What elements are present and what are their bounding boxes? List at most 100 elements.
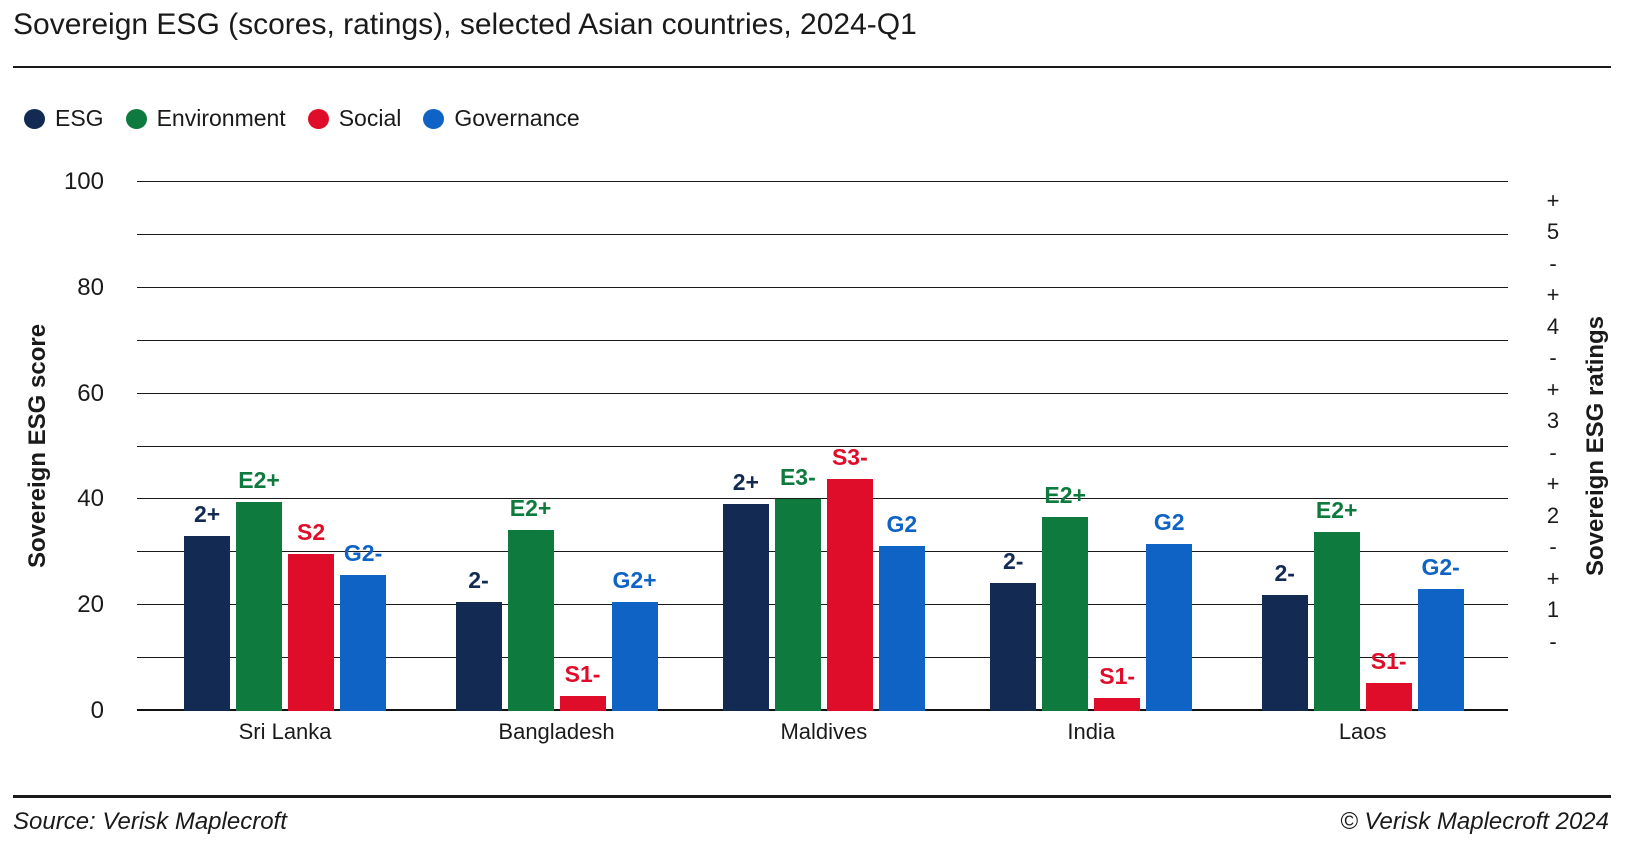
rating-label-environment-bangladesh: E2+ (509, 495, 552, 522)
gridline (137, 498, 1508, 500)
rating-label-social-laos: S1- (1370, 647, 1407, 674)
rating-label-social-sri-lanka: S2 (296, 519, 326, 546)
legend-item-environment: Environment (125, 105, 286, 132)
title-divider-line (13, 66, 1611, 68)
rating-axis-tick: + (1546, 471, 1560, 497)
gridline (137, 339, 1508, 341)
bar-group-bangladesh: 2- E2+ S1- G2+ (455, 182, 658, 711)
rating-axis-tick: + (1546, 565, 1560, 591)
y-tick-100: 100 (63, 168, 104, 195)
bar-social-maldives (826, 478, 873, 711)
rating-axis-tick: 4 (1546, 313, 1560, 339)
bar-environment-india (1042, 516, 1089, 711)
bar-group-india: 2- E2+ S1- G2 (990, 182, 1193, 711)
rating-axis-tick: + (1546, 187, 1560, 213)
bar-governance-sri-lanka (340, 575, 387, 711)
bar-group-maldives: 2+ E3- S3- G2 (722, 182, 925, 711)
category-label-india: India (1067, 719, 1116, 744)
bar-esg-maldives (722, 503, 769, 711)
legend-dot-esg (24, 108, 45, 129)
gridline (137, 233, 1508, 235)
rating-axis-tick: 1 (1546, 597, 1560, 623)
y-tick-20: 20 (77, 591, 104, 619)
gridline (137, 181, 1508, 182)
rating-axis-tick: - (1549, 534, 1557, 560)
bar-esg-laos (1261, 594, 1308, 711)
rating-label-governance-laos: G2- (1421, 553, 1460, 580)
y-tick-40: 40 (77, 485, 104, 513)
rating-axis-tick: + (1546, 376, 1560, 402)
gridline (137, 445, 1508, 447)
legend-item-esg: ESG (24, 105, 104, 132)
bar-governance-india (1146, 543, 1193, 711)
bar-esg-sri-lanka (184, 536, 231, 711)
legend-label-esg: ESG (55, 105, 104, 131)
legend-label-social: Social (338, 105, 402, 131)
bar-social-laos (1365, 682, 1412, 711)
rating-axis-tick: + (1546, 282, 1560, 308)
right-axis-tick-labels: +5 - +4 - +3 - +2 - +1 - (1522, 182, 1584, 711)
rating-label-esg-bangladesh: 2- (468, 567, 489, 594)
rating-label-social-india: S1- (1099, 662, 1136, 689)
legend-item-social: Social (307, 105, 402, 132)
bar-governance-laos (1417, 588, 1464, 711)
rating-label-governance-india: G2 (1153, 508, 1185, 535)
legend: ESG Environment Social Governance (24, 105, 580, 132)
category-label-bangladesh: Bangladesh (498, 719, 615, 744)
bar-group-sri-lanka: 2+ E2+ S2 G2- (184, 182, 387, 711)
bar-environment-laos (1313, 531, 1360, 711)
rating-label-social-bangladesh: S1- (564, 660, 601, 687)
gridline (137, 392, 1508, 394)
rating-axis-tick: 5 (1546, 219, 1560, 245)
plot-area: 2+ E2+ S2 G2- 2- E2+ S1- G2+ 2+ E3- S3- G2 2- E2+ S1- G… (137, 181, 1508, 711)
legend-dot-environment (125, 108, 147, 129)
copyright-attribution: © Verisk Maplecroft 2024 (1340, 808, 1609, 835)
bar-governance-maldives (878, 546, 925, 711)
y-tick-80: 80 (77, 273, 104, 301)
rating-label-environment-sri-lanka: E2+ (238, 467, 280, 494)
rating-label-governance-bangladesh: G2+ (612, 567, 657, 594)
legend-dot-social (307, 108, 329, 129)
rating-label-governance-sri-lanka: G2- (343, 540, 383, 567)
bar-social-india (1094, 697, 1141, 711)
bar-esg-bangladesh (455, 602, 502, 711)
rating-label-environment-laos: E2+ (1315, 496, 1358, 523)
chart-title: Sovereign ESG (scores, ratings), selecte… (13, 8, 917, 41)
legend-label-environment: Environment (156, 105, 286, 131)
rating-label-esg-maldives: 2+ (732, 468, 759, 495)
bar-environment-maldives (774, 499, 821, 711)
bar-esg-india (990, 582, 1037, 711)
gridline (137, 657, 1508, 659)
legend-item-governance: Governance (423, 105, 580, 132)
bar-environment-sri-lanka (236, 502, 283, 711)
bar-environment-bangladesh (507, 530, 554, 711)
source-attribution: Source: Verisk Maplecroft (13, 808, 287, 835)
bar-group-laos: 2- E2+ S1- G2- (1261, 182, 1464, 711)
gridline (137, 286, 1508, 288)
right-axis-title: Sovereign ESG ratings (1582, 315, 1609, 577)
rating-label-environment-maldives: E3- (779, 464, 816, 491)
bar-governance-bangladesh (611, 602, 658, 711)
rating-axis-tick: 2 (1546, 502, 1560, 528)
rating-label-esg-india: 2- (1002, 547, 1024, 574)
category-axis-labels: Sri Lanka Bangladesh Maldives India Laos (137, 719, 1508, 749)
rating-label-governance-maldives: G2 (886, 511, 918, 538)
rating-label-esg-laos: 2- (1274, 559, 1295, 586)
legend-label-governance: Governance (454, 105, 580, 131)
legend-dot-governance (423, 108, 445, 129)
rating-axis-tick: - (1549, 628, 1557, 654)
y-tick-0: 0 (90, 697, 104, 724)
x-axis-baseline (137, 709, 1508, 711)
rating-axis-tick: - (1549, 345, 1557, 371)
bar-social-bangladesh (559, 695, 606, 711)
gridline (137, 604, 1508, 606)
rating-axis-tick: 3 (1546, 408, 1560, 434)
left-axis-tick-labels: 0 20 40 60 80 100 (0, 168, 104, 724)
footer-divider-line (13, 795, 1611, 798)
rating-axis-tick: - (1549, 439, 1557, 465)
bar-social-sri-lanka (288, 554, 335, 711)
rating-label-environment-india: E2+ (1044, 481, 1086, 508)
rating-axis-tick: - (1549, 250, 1557, 276)
rating-label-esg-sri-lanka: 2+ (193, 501, 221, 528)
